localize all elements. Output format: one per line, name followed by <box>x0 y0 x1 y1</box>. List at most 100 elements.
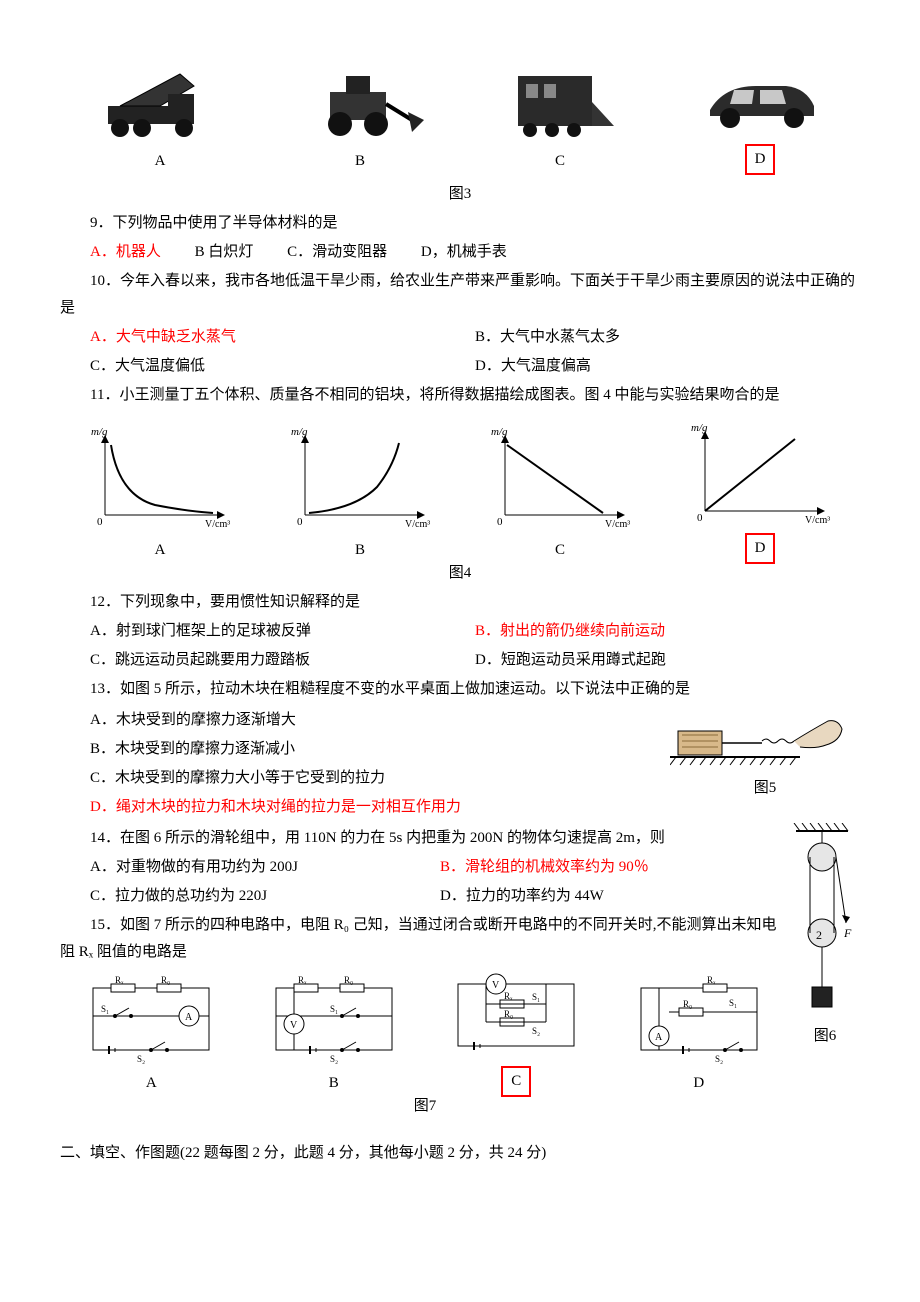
q13-opt-b: B．木块受到的摩擦力逐渐减小 <box>90 736 670 763</box>
q12-opt-c: C．跳远运动员起跳要用力蹬踏板 <box>90 647 475 674</box>
svg-text:Rₓ: Rₓ <box>115 976 124 985</box>
q14-opt-b: B．滑轮组的机械效率约为 90％ <box>440 854 790 881</box>
q10-stem: 10．今年入春以来，我市各地低温干旱少雨，给农业生产带来严重影响。下面关于干旱少… <box>60 268 860 322</box>
svg-text:R₀: R₀ <box>161 976 170 985</box>
fig3-label-d: D <box>745 144 776 175</box>
svg-text:Rₓ: Rₓ <box>298 976 307 985</box>
chart-a-xlabel: V/cm³ <box>205 519 230 530</box>
chart-b-xlabel: V/cm³ <box>405 519 430 530</box>
q10-opt-c: C．大气温度偏低 <box>90 353 475 380</box>
fig4-label-c: C <box>555 537 565 564</box>
fig4-label-a: A <box>155 537 166 564</box>
q10-options-row2: C．大气温度偏低 D．大气温度偏高 <box>90 353 860 380</box>
q14-opt-d: D．拉力的功率约为 44W <box>440 883 790 910</box>
svg-text:0: 0 <box>97 516 103 528</box>
fig4-chart-c: m/g V/cm³ 0 C <box>485 423 635 564</box>
q14-row2: C．拉力做的总功约为 220J D．拉力的功率约为 44W <box>90 883 790 910</box>
q10-opt-b: B．大气中水蒸气太多 <box>475 324 860 351</box>
q12-row2: C．跳远运动员起跳要用力蹬踏板 D．短跑运动员采用蹲式起跑 <box>90 647 860 674</box>
q15-stem: 15．如图 7 所示的四种电路中，电阻 R₀ 己知，当通过闭合或断开电路中的不同… <box>60 912 790 966</box>
svg-text:Rₓ: Rₓ <box>707 976 716 985</box>
fig3-label-a: A <box>155 148 166 175</box>
fig7-label-d: D <box>693 1070 704 1097</box>
fig7-row: Rₓ R₀ A S₁ S₂ A Rₓ R₀ V S <box>60 972 790 1097</box>
fig4-label-d: D <box>745 533 776 564</box>
q14-opt-a: A．对重物做的有用功约为 200J <box>90 854 440 881</box>
fig3-item-b: B <box>290 54 430 175</box>
loader-icon <box>290 54 430 144</box>
svg-text:S₁: S₁ <box>101 1004 109 1014</box>
fig4-answer-box: D <box>745 533 776 564</box>
q13-opt-a: A．木块受到的摩擦力逐渐增大 <box>90 707 670 734</box>
q14-row1: A．对重物做的有用功约为 200J B．滑轮组的机械效率约为 90％ <box>90 854 790 881</box>
locomotive-icon <box>490 54 630 144</box>
q10-options-row1: A．大气中缺乏水蒸气 B．大气中水蒸气太多 <box>90 324 860 351</box>
svg-text:S₁: S₁ <box>532 992 540 1002</box>
q9-opt-d: D，机械手表 <box>421 239 507 266</box>
q12-opt-b: B．射出的箭仍继续向前运动 <box>475 618 860 645</box>
fig7-a: Rₓ R₀ A S₁ S₂ A <box>81 976 221 1097</box>
q10-opt-d: D．大气温度偏高 <box>475 353 860 380</box>
svg-text:0: 0 <box>497 516 503 528</box>
chart-c-svg: m/g V/cm³ 0 <box>485 423 635 533</box>
circuit-a-icon: Rₓ R₀ A S₁ S₂ <box>81 976 221 1066</box>
fig3-item-c: C <box>490 54 630 175</box>
fig7-label-c: C <box>501 1066 531 1097</box>
q12-opt-a: A．射到球门框架上的足球被反弹 <box>90 618 475 645</box>
fig7-b: Rₓ R₀ V S₁ S₂ B <box>264 976 404 1097</box>
fig7-label-a: A <box>146 1070 157 1097</box>
q9-opt-c: C．滑动变阻器 <box>287 239 387 266</box>
svg-text:2: 2 <box>816 928 822 942</box>
q10-opt-a: A．大气中缺乏水蒸气 <box>90 324 475 351</box>
fig3-caption: 图3 <box>60 181 860 208</box>
svg-text:R₀: R₀ <box>504 1009 513 1019</box>
fig3-label-b: B <box>355 148 365 175</box>
q14-stem: 14．在图 6 所示的滑轮组中，用 110N 的力在 5s 内把重为 200N … <box>60 825 790 852</box>
svg-text:S₂: S₂ <box>137 1054 145 1064</box>
chart-a-svg: m/g V/cm³ 0 <box>85 423 235 533</box>
svg-text:V: V <box>492 980 500 991</box>
svg-text:V: V <box>290 1020 298 1031</box>
svg-text:0: 0 <box>697 512 703 524</box>
q14-q15-block: 14．在图 6 所示的滑轮组中，用 110N 的力在 5s 内把重为 200N … <box>60 823 860 1120</box>
fig7-caption: 图7 <box>60 1093 790 1120</box>
svg-text:S₁: S₁ <box>330 1004 338 1014</box>
chart-c-xlabel: V/cm³ <box>605 519 630 530</box>
fig3-item-d: D <box>690 50 830 175</box>
section2-heading: 二、填空、作图题(22 题每图 2 分，此题 4 分，其他每小题 2 分，共 2… <box>60 1140 860 1167</box>
fig3-item-a: A <box>90 54 230 175</box>
svg-text:A: A <box>655 1032 663 1043</box>
q9-stem: 9．下列物品中使用了半导体材料的是 <box>60 210 860 237</box>
svg-text:S₂: S₂ <box>532 1026 540 1036</box>
q11-stem: 11．小王测量丁五个体积、质量各不相同的铝块，将所得数据描绘成图表。图 4 中能… <box>60 382 860 409</box>
pulley-system-icon: 2 F <box>790 823 854 1023</box>
fig4-label-b: B <box>355 537 365 564</box>
fig4-chart-a: m/g V/cm³ 0 A <box>85 423 235 564</box>
fig5-caption: 图5 <box>670 775 860 802</box>
chart-d-xlabel: V/cm³ <box>805 515 830 526</box>
svg-text:R₀: R₀ <box>344 976 353 985</box>
q9-opt-b: B 白炽灯 <box>195 239 254 266</box>
q13-body: A．木块受到的摩擦力逐渐增大 B．木块受到的摩擦力逐渐减小 C．木块受到的摩擦力… <box>60 705 860 823</box>
svg-text:S₁: S₁ <box>729 998 737 1008</box>
fig4-chart-b: m/g V/cm³ 0 B <box>285 423 435 564</box>
q12-row1: A．射到球门框架上的足球被反弹 B．射出的箭仍继续向前运动 <box>90 618 860 645</box>
fig7-label-b: B <box>329 1070 339 1097</box>
q12-stem: 12．下列现象中，要用惯性知识解释的是 <box>60 589 860 616</box>
svg-text:S₂: S₂ <box>330 1054 338 1064</box>
fig5: 图5 <box>670 705 860 802</box>
q13-stem: 13．如图 5 所示，拉动木块在粗糙程度不变的水平桌面上做加速运动。以下说法中正… <box>60 676 860 703</box>
car-icon <box>690 50 830 140</box>
svg-text:R₀: R₀ <box>683 999 692 1009</box>
q12-opt-d: D．短跑运动员采用蹲式起跑 <box>475 647 860 674</box>
fig3-row: A B C D <box>60 50 860 175</box>
fig7-d: Rₓ R₀ S₁ A S₂ D <box>629 976 769 1097</box>
fig7-answer-box: C <box>501 1066 531 1097</box>
svg-text:S₂: S₂ <box>715 1054 723 1064</box>
fig6-caption: 图6 <box>790 1023 860 1050</box>
svg-text:A: A <box>185 1012 193 1023</box>
chart-d-svg: m/g V/cm³ 0 <box>685 419 835 529</box>
fig3-label-c: C <box>555 148 565 175</box>
svg-text:0: 0 <box>297 516 303 528</box>
q9-options: A．机器人 B 白炽灯 C．滑动变阻器 D，机械手表 <box>90 239 860 266</box>
